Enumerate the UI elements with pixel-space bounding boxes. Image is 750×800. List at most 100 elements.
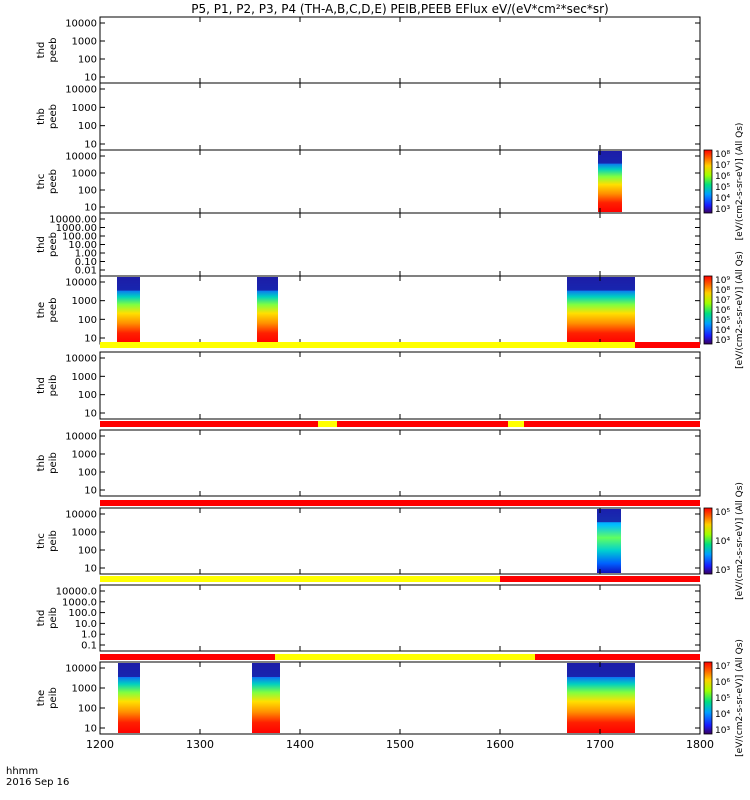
colorbar-tick-label: 10⁵ (715, 316, 730, 326)
quality-flag-segment (100, 421, 318, 427)
panel-probe-label: the (36, 302, 47, 318)
spectrogram-block (118, 663, 140, 733)
spectrogram-top-band (252, 663, 280, 677)
colorbar-tick-label: 10³ (715, 726, 730, 736)
y-tick-label: 10000.0 (56, 587, 97, 598)
colorbar-tick-label: 10⁵ (715, 183, 730, 193)
colorbar (703, 275, 713, 345)
colorbar-label: [eV/(cm2-s-sr-eV)] (All Qs) (735, 639, 745, 757)
colorbar-tick-label: 10⁴ (715, 326, 730, 336)
y-tick-label: 1000 (72, 372, 97, 383)
colorbar-tick-label: 10³ (715, 566, 730, 576)
spectrogram-top-band (567, 663, 635, 677)
panel-probe-label: thd (36, 42, 47, 59)
panel-instrument-label: peeb (48, 104, 59, 129)
panel-frame (99, 16, 701, 84)
y-tick-label: 10000 (65, 432, 97, 443)
date-label: 2016 Sep 16 (6, 777, 70, 788)
x-tick-label: 1700 (586, 738, 614, 751)
panel-frame (99, 351, 701, 420)
panel-instrument-label: peeb (48, 298, 59, 323)
colorbar-tick-label: 10³ (715, 336, 730, 346)
colorbar-tick-label: 10⁵ (715, 694, 730, 704)
colorbar (703, 507, 713, 575)
spectrogram-block (117, 277, 140, 343)
spectrogram-top-band (598, 151, 622, 164)
colorbar-tick-label: 10⁷ (715, 296, 730, 306)
colorbar-tick-label: 10⁷ (715, 161, 730, 171)
colorbar-tick-label: 10⁴ (715, 537, 730, 547)
panel-probe-label: thd (36, 236, 47, 253)
y-tick-label: 1000 (72, 296, 97, 307)
quality-flag-segment (337, 421, 508, 427)
x-unit-label: hhmm (6, 766, 39, 777)
quality-flag-segment (100, 500, 700, 506)
quality-flag-segment (318, 421, 337, 427)
y-tick-label: 10000 (65, 152, 97, 163)
y-tick-label: 10000 (65, 354, 97, 365)
y-tick-label: 100.00 (62, 232, 97, 243)
y-tick-label: 10 (84, 73, 97, 84)
colorbar-tick-label: 10⁶ (715, 306, 730, 316)
panel-probe-label: thd (36, 610, 47, 627)
y-tick-label: 100 (78, 55, 97, 66)
colorbar (703, 149, 713, 214)
quality-flag-segment (635, 342, 700, 348)
y-tick-label: 10.0 (75, 619, 97, 630)
quality-flag-segment (275, 654, 535, 660)
panel-frame (99, 82, 701, 151)
y-tick-label: 10000 (65, 664, 97, 675)
y-tick-label: 10 (84, 564, 97, 575)
y-tick-label: 1.0 (81, 630, 97, 641)
panel-probe-label: thc (36, 533, 47, 549)
chart-title: P5, P1, P2, P3, P4 (TH-A,B,C,D,E) PEIB,P… (191, 2, 609, 16)
colorbar (703, 661, 713, 735)
y-tick-label: 10000 (65, 19, 97, 30)
panel-frame (99, 429, 701, 497)
panel-instrument-label: peeb (48, 169, 59, 194)
y-tick-label: 1000 (72, 103, 97, 114)
y-tick-label: 10000 (65, 510, 97, 521)
panel-frame (99, 584, 701, 652)
y-tick-label: 100 (78, 468, 97, 479)
y-tick-label: 100 (78, 390, 97, 401)
colorbar-tick-label: 10⁵ (715, 508, 730, 518)
y-tick-label: 100 (78, 704, 97, 715)
y-tick-label: 10 (84, 409, 97, 420)
panel-probe-label: thb (36, 455, 47, 472)
x-tick-label: 1500 (386, 738, 414, 751)
spectrogram-top-band (257, 277, 278, 291)
colorbar-tick-label: 10⁷ (715, 662, 730, 672)
panel-probe-label: thd (36, 377, 47, 394)
panel-instrument-label: peib (48, 530, 59, 552)
colorbar-tick-label: 10⁴ (715, 194, 730, 204)
panel-probe-label: the (36, 690, 47, 706)
colorbar-label: [eV/(cm2-s-sr-eV)] (All Qs) (735, 482, 745, 600)
panel-probe-label: thc (36, 174, 47, 190)
colorbar-tick-label: 10⁸ (715, 150, 730, 160)
quality-flag-segment (100, 342, 635, 348)
y-tick-label: 10 (84, 140, 97, 151)
y-tick-label: 1000 (72, 450, 97, 461)
colorbar-tick-label: 10⁶ (715, 172, 730, 182)
quality-flag-segment (100, 576, 500, 582)
colorbar-label: [eV/(cm2-s-sr-eV)] (All Qs) (735, 251, 745, 369)
y-tick-label: 10000 (65, 85, 97, 96)
y-tick-label: 10.00 (68, 240, 97, 251)
y-tick-label: 10 (84, 724, 97, 735)
panel-instrument-label: peib (48, 452, 59, 474)
y-tick-label: 100 (78, 186, 97, 197)
x-tick-label: 1200 (86, 738, 114, 751)
panel-probe-label: thb (36, 108, 47, 125)
quality-flag-segment (508, 421, 524, 427)
panel-frame (99, 212, 701, 277)
x-tick-label: 1800 (686, 738, 714, 751)
panel-instrument-label: peib (48, 607, 59, 629)
colorbar-tick-label: 10⁶ (715, 678, 730, 688)
spectrogram-top-band (118, 663, 140, 677)
y-tick-label: 10000.00 (49, 215, 97, 226)
panel-instrument-label: peib (48, 687, 59, 709)
colorbar-label: [eV/(cm2-s-sr-eV)] (All Qs) (735, 123, 745, 241)
